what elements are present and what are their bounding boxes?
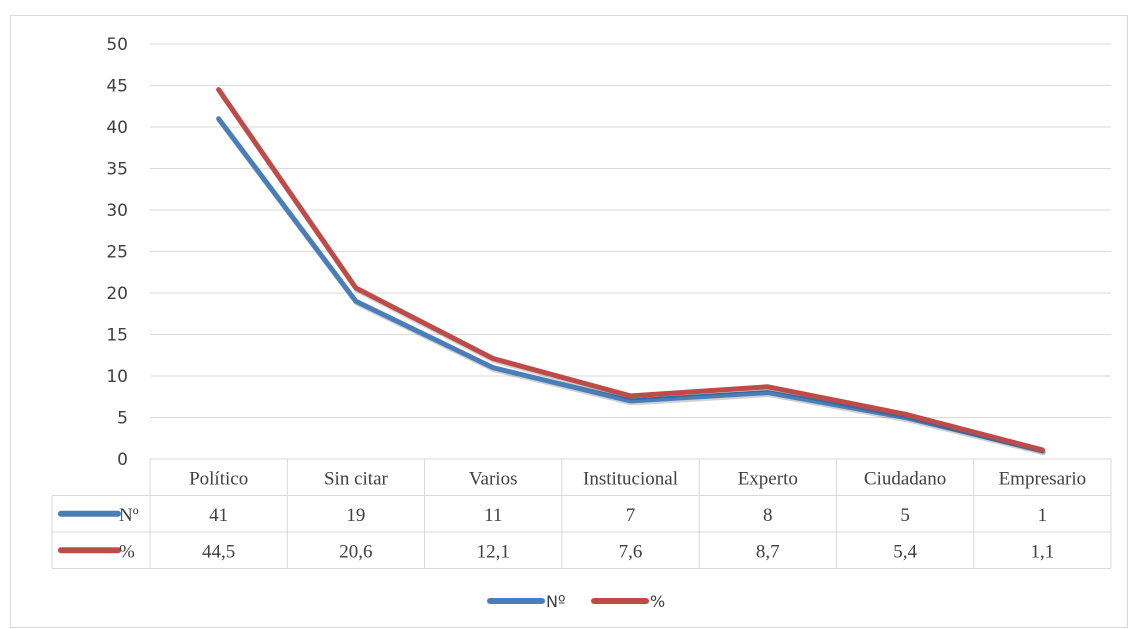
- table-cell-value: 20,6: [339, 541, 372, 562]
- y-axis-ticks: 0 5 10 15 20 25 30 35 40 45 50: [106, 35, 128, 470]
- legend: Nº%: [487, 592, 665, 611]
- y-tick-label: 45: [106, 77, 128, 97]
- data-table: Político Sin citar Varios Institucional Expe…: [51, 458, 1112, 569]
- category-label: Experto: [738, 468, 798, 489]
- y-tick-label: 25: [106, 243, 128, 263]
- category-label: Varios: [469, 468, 518, 489]
- category-label: Empresario: [999, 468, 1087, 489]
- table-cell-value: 41: [209, 505, 228, 526]
- table-cell-value: 5: [900, 505, 910, 526]
- table-cell-value: 19: [346, 505, 365, 526]
- legend-label: %: [650, 592, 665, 611]
- y-tick-label: 30: [106, 201, 128, 221]
- category-label: Institucional: [583, 468, 678, 489]
- chart-border: [10, 15, 1128, 628]
- table-cell-value: 7,6: [619, 541, 643, 562]
- table-cell-value: 8,7: [756, 541, 780, 562]
- table-cell-value: 7: [626, 505, 636, 526]
- y-tick-label: 50: [106, 35, 128, 55]
- series-lines: [216, 87, 1046, 456]
- table-cell-value: 12,1: [477, 541, 510, 562]
- category-label: Político: [189, 468, 248, 489]
- category-label: Ciudadano: [864, 468, 946, 489]
- y-tick-label: 5: [117, 409, 128, 429]
- series-row-label: Nº: [119, 505, 139, 526]
- y-tick-label: 20: [106, 284, 128, 304]
- gridlines: [150, 43, 1111, 460]
- legend-label: Nº: [546, 592, 566, 611]
- y-tick-label: 10: [106, 367, 128, 387]
- series-line: [216, 87, 1045, 453]
- series-row-label: %: [119, 541, 135, 562]
- y-tick-label: 40: [106, 118, 128, 138]
- table-cell-value: 5,4: [893, 541, 917, 562]
- table-cell-value: 44,5: [202, 541, 235, 562]
- table-cell-value: 11: [484, 505, 502, 526]
- category-label: Sin citar: [324, 468, 389, 489]
- y-tick-label: 35: [106, 160, 128, 180]
- y-tick-label: 15: [106, 326, 128, 346]
- table-cell-value: 8: [763, 505, 773, 526]
- y-tick-label: 0: [117, 450, 128, 470]
- series-line: [216, 116, 1045, 454]
- table-cell-value: 1: [1038, 505, 1048, 526]
- table-cell-value: 1,1: [1030, 541, 1054, 562]
